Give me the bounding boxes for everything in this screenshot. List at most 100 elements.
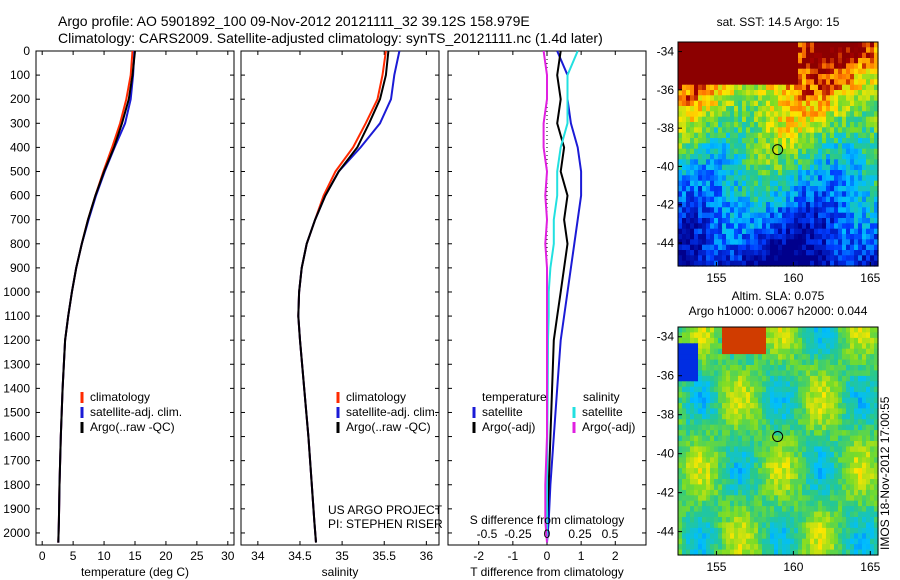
map-y-tick-label: -36 [657,83,675,97]
legend-label: climatology [346,390,406,404]
y-tick-label: 1300 [3,357,30,371]
x-tick-label: 10 [97,549,111,563]
map-x-tick-label: 165 [860,560,880,574]
legend-title: temperature [482,390,547,404]
x-axis-label: temperature (deg C) [81,565,189,579]
map-frame [677,326,879,556]
series-line-satellite-adj-clim- [57,50,136,543]
legend-label: satellite-adj. clim. [90,405,182,419]
y-tick-label: 0 [23,44,30,58]
s-tick-label: 0.5 [602,527,619,541]
x-tick-label: 15 [128,549,142,563]
map-y-tick-label: -42 [657,198,675,212]
map-y-tick-label: -38 [657,121,675,135]
climatology-title: Climatology: CARS2009. Satellite-adjuste… [58,30,603,46]
sla-map-title: Altim. SLA: 0.075 [732,289,825,303]
s-axis-label: S difference from climatology [470,513,625,527]
map-frame [677,41,879,267]
map-x-tick-label: 155 [706,560,726,574]
x-axis-label: salinity [322,565,359,579]
map-y-tick-label: -40 [657,447,675,461]
map-y-tick-label: -44 [657,236,675,250]
map-x-tick-label: 160 [783,271,803,285]
sla-map-subtitle: Argo h1000: 0.0067 h2000: 0.044 [689,304,868,318]
y-tick-label: 1100 [4,309,30,323]
argo-position-marker [772,144,784,156]
profile-title: Argo profile: AO 5901892_100 09-Nov-2012… [58,13,530,29]
y-tick-label: 100 [10,68,30,82]
legend-label: climatology [90,390,150,404]
panel-frame-1 [35,50,235,546]
map-1 [677,41,879,267]
y-tick-label: 1600 [3,430,30,444]
x-tick-label: 1 [578,549,585,563]
y-tick-label: 800 [10,237,30,251]
s-tick-label: 0.25 [568,527,592,541]
legend-label: Argo(..raw -QC) [90,420,175,434]
project-annotation: PI: STEPHEN RISER [328,517,443,531]
x-tick-label: 30 [221,549,235,563]
s-tick-label: -0.25 [504,527,532,541]
map-y-tick-label: -38 [657,408,675,422]
x-axis-label: T difference from climatology [470,565,624,579]
series-line-temperature-argo-adj- [546,50,569,543]
map-y-tick-label: -42 [657,486,675,500]
x-tick-label: 2 [612,549,619,563]
x-tick-label: 20 [159,549,173,563]
y-tick-label: 900 [10,261,30,275]
legend-label: satellite [482,405,523,419]
series-line-argo-raw-qc- [297,50,390,543]
x-tick-label: 0 [39,549,46,563]
s-tick-label: 0 [544,527,551,541]
panel-frame-2 [240,50,440,546]
x-tick-label: 34.5 [288,549,312,563]
y-tick-label: 400 [10,140,30,154]
x-tick-label: 35.5 [373,549,397,563]
legend-label: satellite-adj. clim. [346,405,438,419]
legend-title: salinity [583,390,620,404]
y-tick-label: 1700 [3,454,30,468]
map-y-tick-label: -44 [657,525,675,539]
y-tick-label: 700 [10,213,30,227]
legend-label: satellite [582,405,623,419]
x-tick-label: 25 [190,549,204,563]
series-line-salinity-argo-adj- [542,50,549,543]
map-x-tick-label: 165 [860,271,880,285]
x-tick-label: -1 [508,549,519,563]
series-line-satellite-adj-clim- [297,50,401,543]
x-tick-label: -2 [473,549,484,563]
y-tick-label: 1400 [3,381,30,395]
x-tick-label: 0 [544,549,551,563]
y-tick-label: 600 [10,189,30,203]
x-tick-label: 5 [70,549,77,563]
series-line-temperature-satellite [546,50,583,543]
sst-map-title: sat. SST: 14.5 Argo: 15 [717,15,840,29]
map-x-tick-label: 155 [706,271,726,285]
legend-label: Argo(-adj) [582,420,635,434]
y-tick-label: 1000 [3,285,30,299]
y-tick-label: 1500 [3,405,30,419]
project-annotation: US ARGO PROJECT [328,503,443,517]
map-y-tick-label: -40 [657,159,675,173]
imos-timestamp: IMOS 18-Nov-2012 17:00:55 [878,396,892,550]
map-y-tick-label: -34 [657,330,675,344]
map-2 [677,326,879,556]
map-x-tick-label: 160 [783,560,803,574]
x-tick-label: 34 [251,549,265,563]
legend-label: Argo(-adj) [482,420,535,434]
series-line-argo-raw-qc- [57,50,136,543]
y-tick-label: 1200 [3,333,30,347]
x-tick-label: 35 [335,549,349,563]
map-y-tick-label: -34 [657,45,675,59]
y-tick-label: 1900 [3,502,30,516]
y-tick-label: 300 [10,116,30,130]
argo-position-marker [772,431,784,443]
y-tick-label: 1800 [3,478,30,492]
legend-label: Argo(..raw -QC) [346,420,431,434]
x-tick-label: 36 [420,549,434,563]
y-tick-label: 2000 [3,526,30,540]
map-y-tick-label: -36 [657,369,675,383]
y-tick-label: 200 [10,92,30,106]
y-tick-label: 500 [10,164,30,178]
